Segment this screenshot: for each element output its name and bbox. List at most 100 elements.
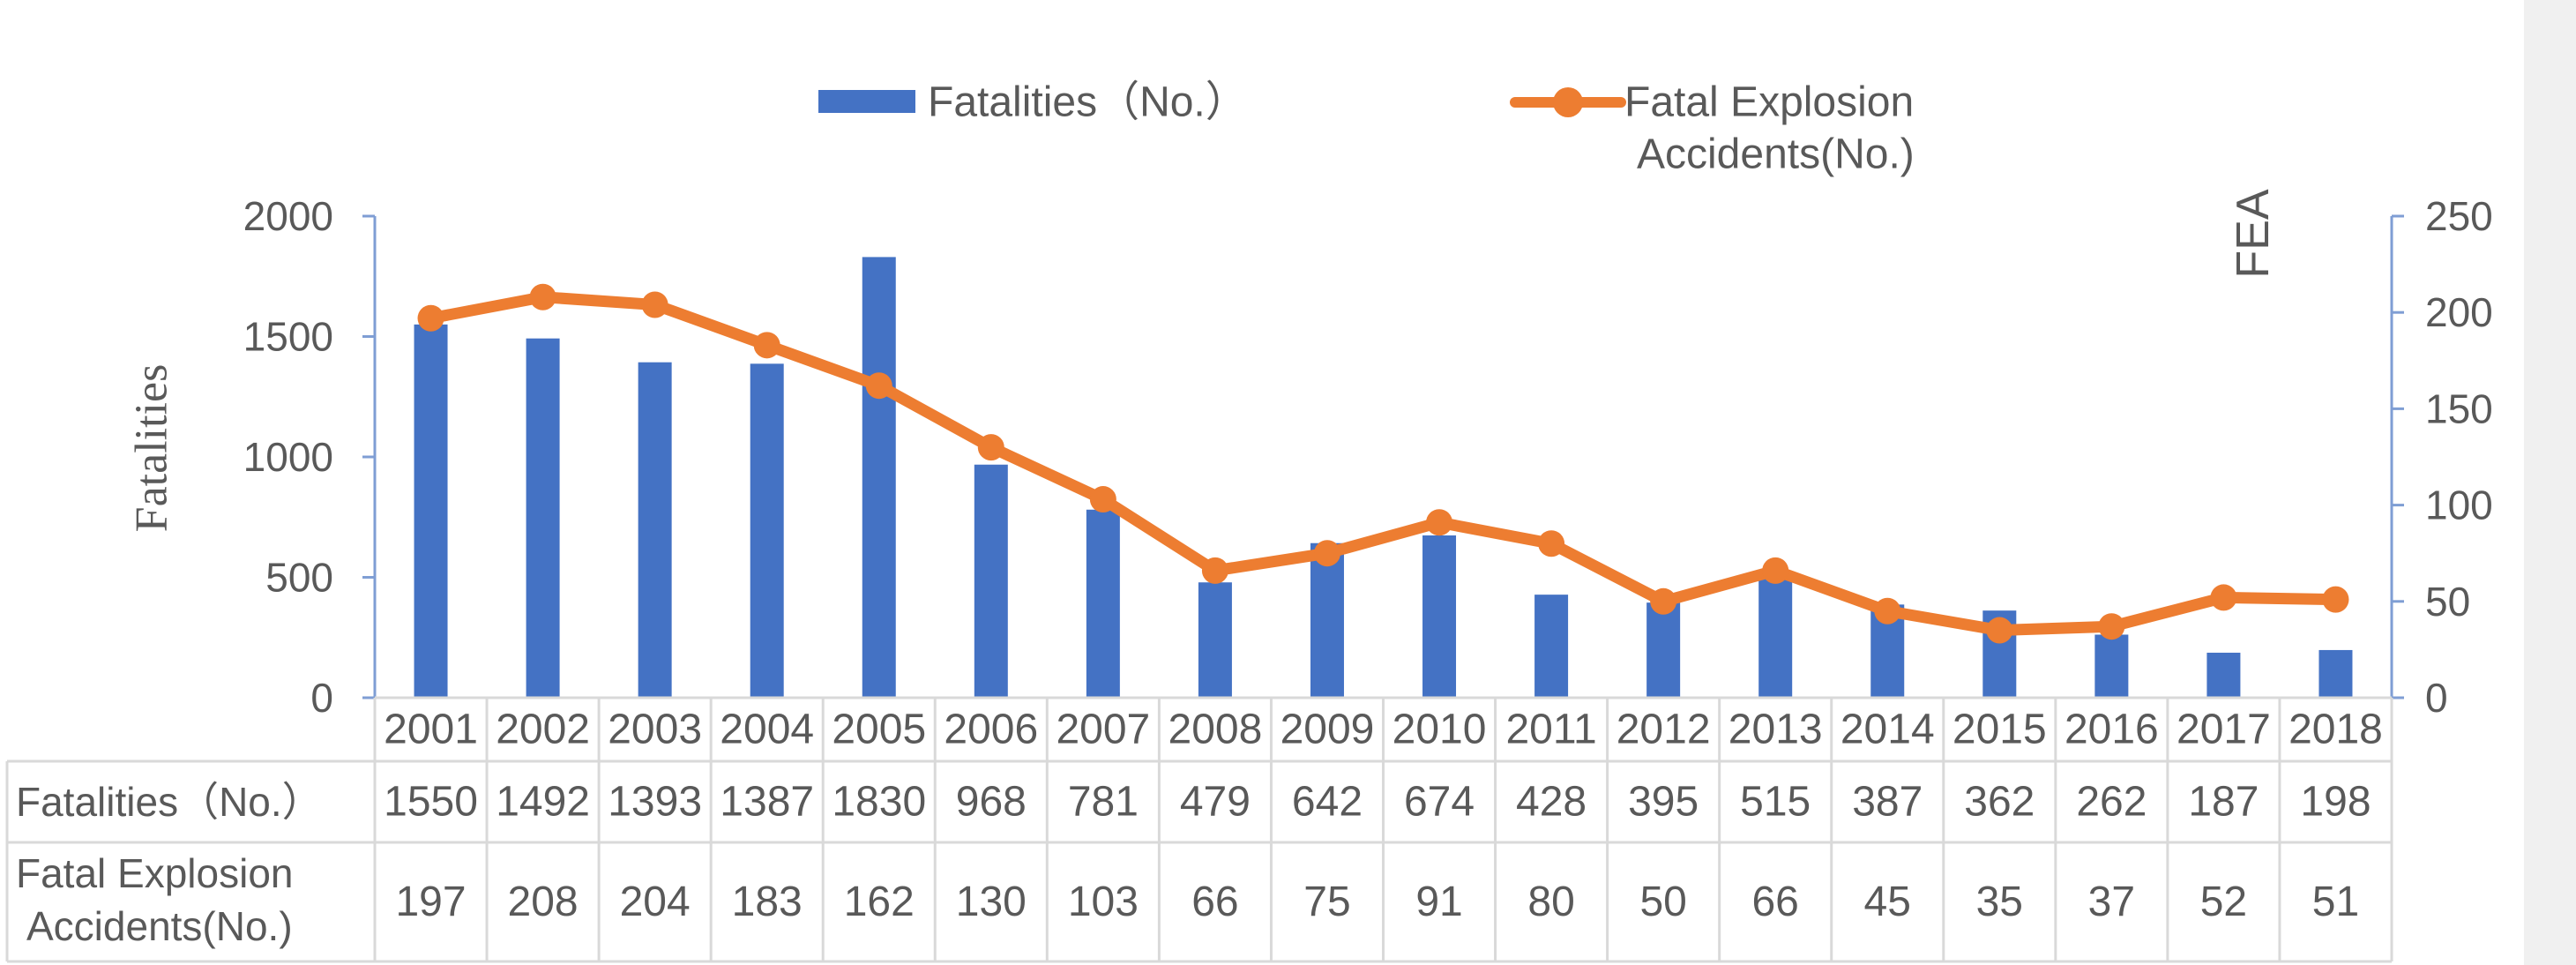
fea-point-2010 [1426,509,1453,536]
fea-point-2012 [1650,587,1677,615]
data-table: 2001 2002 2003 2004 2005 2006 2007 2008 2009 2010… [5,696,2393,963]
fea-point-2006 [977,434,1004,461]
bar-2016 [2094,634,2129,698]
table-cell: 50 [1639,879,1686,925]
table-header-2005: 2005 [832,707,926,753]
table-cell: 208 [508,879,579,925]
table-cell: 103 [1068,879,1139,925]
table-header-2008: 2008 [1169,707,1263,753]
table-cell: 198 [2300,779,2371,826]
fea-point-2004 [753,332,780,359]
fea-point-2008 [1201,557,1228,584]
fea-point-2009 [1313,540,1340,567]
right-axis-tick-label: 150 [2425,385,2493,431]
legend-label-fea-line2: Accidents(No.) [1637,131,1915,178]
table-cell: 35 [1976,879,2023,925]
table-row-header-fea-line1: Fatal Explosion [16,850,294,896]
left-axis-tick-label: 0 [310,675,333,721]
table-cell: 362 [1964,779,2035,826]
left-axis-tick-label: 1500 [243,314,333,360]
fea-point-2017 [2210,584,2237,611]
left-axis-tick-label: 2000 [243,193,333,239]
table-cell: 183 [732,879,803,925]
bar-2003 [638,362,672,698]
table-cell: 45 [1864,879,1911,925]
table-cell: 1830 [832,779,926,826]
fea-point-2015 [1986,617,2013,644]
table-header-2017: 2017 [2177,707,2271,753]
legend-label-fatalities: Fatalities（No.） [928,79,1248,126]
table-cell: 51 [2312,879,2359,925]
right-axis-tick-label: 200 [2425,289,2493,335]
table-cell: 262 [2076,779,2147,826]
fea-point-2013 [1762,557,1789,584]
table-cell: 66 [1751,879,1798,925]
table-header-2015: 2015 [1953,707,2047,753]
right-axis: 0 50 100 150 200 250 FEA [2228,189,2493,721]
fea-point-2016 [2098,613,2125,640]
table-header-2014: 2014 [1841,707,1935,753]
fea-point-2005 [865,372,892,400]
bar-2011 [1534,595,1569,698]
table-cell: 66 [1191,879,1238,925]
table-cell: 52 [2200,879,2247,925]
right-margin-strip [2524,0,2576,965]
table-cell: 968 [956,779,1027,826]
table-header-2006: 2006 [944,707,1038,753]
table-cell: 1550 [384,779,478,826]
table-header-2007: 2007 [1056,707,1150,753]
bar-2004 [750,363,784,698]
legend-marker-swatch [1553,87,1583,117]
table-header-2001: 2001 [384,707,478,753]
table-header-2003: 2003 [608,707,702,753]
left-axis-tick-label: 500 [265,555,333,601]
left-axis: 0 500 1000 1500 2000 Fatalities [127,193,377,721]
table-header-2012: 2012 [1617,707,1711,753]
table-header-2013: 2013 [1729,707,1823,753]
table-cell: 387 [1852,779,1923,826]
table-cell: 162 [844,879,915,925]
bar-2002 [526,338,560,698]
combo-chart: Fatalities（No.） Fatal Explosion Accidents(… [5,79,2493,963]
table-cell: 642 [1292,779,1363,826]
table-header-2004: 2004 [720,707,814,753]
legend: Fatalities（No.） Fatal Explosion Accidents(… [818,79,1915,178]
table-cell: 781 [1068,779,1139,826]
right-axis-tick-label: 100 [2425,482,2493,528]
bar-2005 [862,257,896,698]
right-axis-tick-label: 0 [2425,675,2448,721]
bar-2017 [2206,652,2241,698]
right-axis-tick-label: 250 [2425,193,2493,239]
table-header-2010: 2010 [1393,707,1487,753]
table-cell: 428 [1516,779,1587,826]
line-series [417,283,2349,644]
table-cell: 37 [2088,879,2135,925]
table-cell: 515 [1740,779,1811,826]
bar-2008 [1198,582,1232,698]
fea-point-2003 [641,291,668,318]
table-cell: 1387 [720,779,814,826]
bar-2006 [974,464,1008,698]
right-axis-tick-label: 50 [2425,579,2470,625]
fea-point-2007 [1089,486,1116,513]
fea-point-2018 [2322,586,2349,613]
bar-2018 [2318,649,2353,698]
table-cell: 80 [1527,879,1574,925]
bar-2013 [1758,573,1793,698]
legend-label-fea-line1: Fatal Explosion [1624,79,1914,126]
table-header-2018: 2018 [2289,707,2383,753]
table-header-2016: 2016 [2065,707,2159,753]
table-header-2009: 2009 [1281,707,1375,753]
fea-point-2011 [1538,530,1565,557]
bar-2010 [1422,535,1457,698]
table-cell: 204 [620,879,691,925]
table-cell: 395 [1628,779,1699,826]
left-axis-tick-label: 1000 [243,434,333,480]
table-cell: 75 [1303,879,1350,925]
fea-point-2001 [417,304,444,332]
table-cell: 187 [2188,779,2259,826]
bar-2009 [1310,542,1344,698]
table-cell: 130 [956,879,1027,925]
table-cell: 91 [1415,879,1462,925]
table-header-2011: 2011 [1505,707,1596,753]
